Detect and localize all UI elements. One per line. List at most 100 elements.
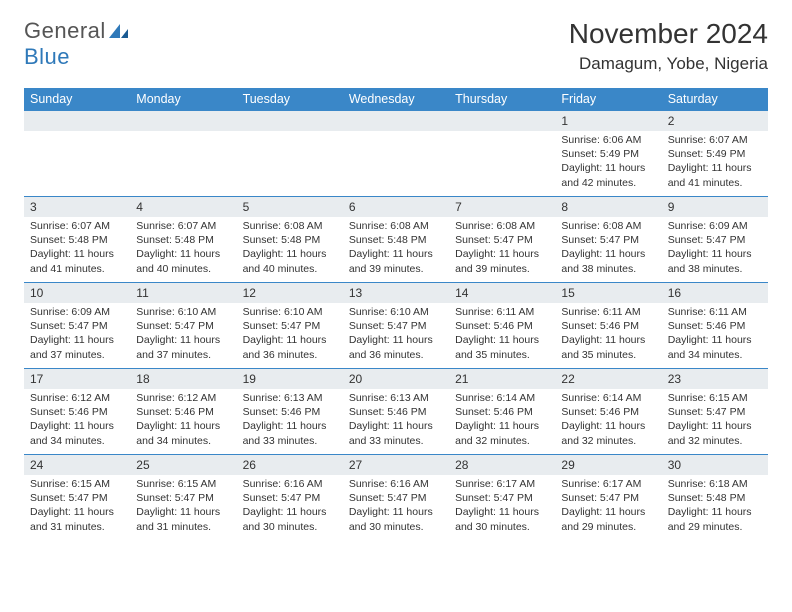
- day-number: 11: [130, 283, 236, 303]
- weekday-header: Saturday: [662, 88, 768, 111]
- day-content: Sunrise: 6:08 AMSunset: 5:48 PMDaylight:…: [237, 217, 343, 280]
- sunrise-text: Sunrise: 6:07 AM: [136, 219, 230, 233]
- sunrise-text: Sunrise: 6:08 AM: [243, 219, 337, 233]
- day-content: Sunrise: 6:12 AMSunset: 5:46 PMDaylight:…: [24, 389, 130, 452]
- day-content: Sunrise: 6:09 AMSunset: 5:47 PMDaylight:…: [662, 217, 768, 280]
- sunrise-text: Sunrise: 6:06 AM: [561, 133, 655, 147]
- calendar-cell: 7Sunrise: 6:08 AMSunset: 5:47 PMDaylight…: [449, 197, 555, 283]
- calendar-cell: 8Sunrise: 6:08 AMSunset: 5:47 PMDaylight…: [555, 197, 661, 283]
- calendar-cell: 30Sunrise: 6:18 AMSunset: 5:48 PMDayligh…: [662, 455, 768, 541]
- month-title: November 2024: [569, 18, 768, 50]
- day-number: 4: [130, 197, 236, 217]
- daylight-text: Daylight: 11 hours and 37 minutes.: [30, 333, 124, 361]
- day-content: Sunrise: 6:11 AMSunset: 5:46 PMDaylight:…: [555, 303, 661, 366]
- sunrise-text: Sunrise: 6:13 AM: [243, 391, 337, 405]
- sunrise-text: Sunrise: 6:07 AM: [30, 219, 124, 233]
- daylight-text: Daylight: 11 hours and 30 minutes.: [349, 505, 443, 533]
- calendar-cell: 27Sunrise: 6:16 AMSunset: 5:47 PMDayligh…: [343, 455, 449, 541]
- day-content: Sunrise: 6:15 AMSunset: 5:47 PMDaylight:…: [130, 475, 236, 538]
- sunset-text: Sunset: 5:48 PM: [668, 491, 762, 505]
- sunrise-text: Sunrise: 6:11 AM: [668, 305, 762, 319]
- day-number: 24: [24, 455, 130, 475]
- logo-text-2: Blue: [24, 44, 70, 69]
- day-number: 1: [555, 111, 661, 131]
- calendar-row: 1Sunrise: 6:06 AMSunset: 5:49 PMDaylight…: [24, 111, 768, 197]
- day-number: [24, 111, 130, 131]
- day-number: 27: [343, 455, 449, 475]
- sunset-text: Sunset: 5:48 PM: [243, 233, 337, 247]
- calendar-cell: 11Sunrise: 6:10 AMSunset: 5:47 PMDayligh…: [130, 283, 236, 369]
- sunset-text: Sunset: 5:46 PM: [243, 405, 337, 419]
- sunrise-text: Sunrise: 6:16 AM: [243, 477, 337, 491]
- logo-sail-icon: [108, 23, 130, 39]
- day-content: Sunrise: 6:08 AMSunset: 5:48 PMDaylight:…: [343, 217, 449, 280]
- sunrise-text: Sunrise: 6:10 AM: [349, 305, 443, 319]
- calendar-cell: [130, 111, 236, 197]
- calendar-cell: [237, 111, 343, 197]
- day-content: Sunrise: 6:18 AMSunset: 5:48 PMDaylight:…: [662, 475, 768, 538]
- day-number: 17: [24, 369, 130, 389]
- sunset-text: Sunset: 5:48 PM: [349, 233, 443, 247]
- day-content: Sunrise: 6:14 AMSunset: 5:46 PMDaylight:…: [449, 389, 555, 452]
- calendar-cell: 19Sunrise: 6:13 AMSunset: 5:46 PMDayligh…: [237, 369, 343, 455]
- day-number: 2: [662, 111, 768, 131]
- calendar-cell: 16Sunrise: 6:11 AMSunset: 5:46 PMDayligh…: [662, 283, 768, 369]
- day-content: Sunrise: 6:16 AMSunset: 5:47 PMDaylight:…: [237, 475, 343, 538]
- daylight-text: Daylight: 11 hours and 30 minutes.: [243, 505, 337, 533]
- calendar-cell: 1Sunrise: 6:06 AMSunset: 5:49 PMDaylight…: [555, 111, 661, 197]
- day-content: Sunrise: 6:15 AMSunset: 5:47 PMDaylight:…: [662, 389, 768, 452]
- daylight-text: Daylight: 11 hours and 42 minutes.: [561, 161, 655, 189]
- calendar-cell: 6Sunrise: 6:08 AMSunset: 5:48 PMDaylight…: [343, 197, 449, 283]
- daylight-text: Daylight: 11 hours and 36 minutes.: [243, 333, 337, 361]
- sunrise-text: Sunrise: 6:11 AM: [455, 305, 549, 319]
- day-content: Sunrise: 6:08 AMSunset: 5:47 PMDaylight:…: [555, 217, 661, 280]
- daylight-text: Daylight: 11 hours and 40 minutes.: [136, 247, 230, 275]
- day-content: Sunrise: 6:08 AMSunset: 5:47 PMDaylight:…: [449, 217, 555, 280]
- calendar-cell: 2Sunrise: 6:07 AMSunset: 5:49 PMDaylight…: [662, 111, 768, 197]
- calendar-row: 24Sunrise: 6:15 AMSunset: 5:47 PMDayligh…: [24, 455, 768, 541]
- sunrise-text: Sunrise: 6:11 AM: [561, 305, 655, 319]
- daylight-text: Daylight: 11 hours and 34 minutes.: [136, 419, 230, 447]
- calendar-cell: 28Sunrise: 6:17 AMSunset: 5:47 PMDayligh…: [449, 455, 555, 541]
- day-content: Sunrise: 6:14 AMSunset: 5:46 PMDaylight:…: [555, 389, 661, 452]
- sunset-text: Sunset: 5:46 PM: [455, 405, 549, 419]
- sunset-text: Sunset: 5:46 PM: [455, 319, 549, 333]
- sunset-text: Sunset: 5:47 PM: [349, 491, 443, 505]
- sunrise-text: Sunrise: 6:14 AM: [561, 391, 655, 405]
- sunrise-text: Sunrise: 6:17 AM: [561, 477, 655, 491]
- day-number: 5: [237, 197, 343, 217]
- day-number: 3: [24, 197, 130, 217]
- calendar-cell: [449, 111, 555, 197]
- day-content: Sunrise: 6:10 AMSunset: 5:47 PMDaylight:…: [237, 303, 343, 366]
- calendar-row: 17Sunrise: 6:12 AMSunset: 5:46 PMDayligh…: [24, 369, 768, 455]
- calendar-cell: 23Sunrise: 6:15 AMSunset: 5:47 PMDayligh…: [662, 369, 768, 455]
- day-number: 19: [237, 369, 343, 389]
- title-block: November 2024 Damagum, Yobe, Nigeria: [569, 18, 768, 74]
- daylight-text: Daylight: 11 hours and 35 minutes.: [561, 333, 655, 361]
- calendar-cell: 5Sunrise: 6:08 AMSunset: 5:48 PMDaylight…: [237, 197, 343, 283]
- weekday-header: Wednesday: [343, 88, 449, 111]
- calendar-cell: 9Sunrise: 6:09 AMSunset: 5:47 PMDaylight…: [662, 197, 768, 283]
- daylight-text: Daylight: 11 hours and 35 minutes.: [455, 333, 549, 361]
- weekday-header: Tuesday: [237, 88, 343, 111]
- day-number: 25: [130, 455, 236, 475]
- sunrise-text: Sunrise: 6:08 AM: [455, 219, 549, 233]
- day-number: 21: [449, 369, 555, 389]
- day-content: Sunrise: 6:17 AMSunset: 5:47 PMDaylight:…: [555, 475, 661, 538]
- daylight-text: Daylight: 11 hours and 41 minutes.: [30, 247, 124, 275]
- calendar-cell: 21Sunrise: 6:14 AMSunset: 5:46 PMDayligh…: [449, 369, 555, 455]
- sunrise-text: Sunrise: 6:10 AM: [136, 305, 230, 319]
- day-content: Sunrise: 6:13 AMSunset: 5:46 PMDaylight:…: [237, 389, 343, 452]
- calendar-cell: [24, 111, 130, 197]
- day-number: 15: [555, 283, 661, 303]
- day-content: Sunrise: 6:10 AMSunset: 5:47 PMDaylight:…: [343, 303, 449, 366]
- day-number: 6: [343, 197, 449, 217]
- sunset-text: Sunset: 5:46 PM: [561, 319, 655, 333]
- daylight-text: Daylight: 11 hours and 31 minutes.: [136, 505, 230, 533]
- daylight-text: Daylight: 11 hours and 32 minutes.: [561, 419, 655, 447]
- day-number: 29: [555, 455, 661, 475]
- day-content: Sunrise: 6:12 AMSunset: 5:46 PMDaylight:…: [130, 389, 236, 452]
- day-number: 16: [662, 283, 768, 303]
- day-number: 7: [449, 197, 555, 217]
- calendar-row: 10Sunrise: 6:09 AMSunset: 5:47 PMDayligh…: [24, 283, 768, 369]
